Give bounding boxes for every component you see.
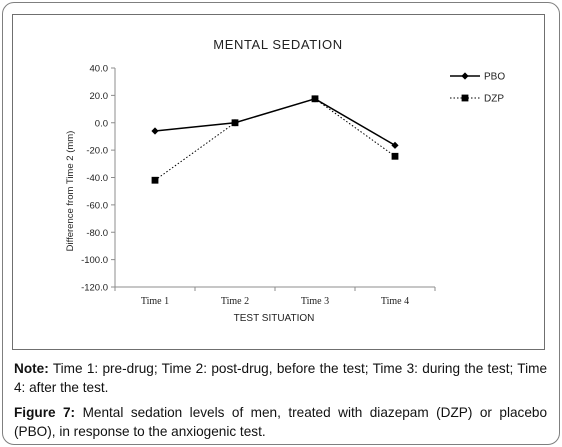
data-point-dzp: [391, 152, 399, 160]
y-tick-label: -120.0: [81, 283, 108, 294]
caption-text: Mental sedation levels of men, treated w…: [14, 405, 548, 439]
y-tick-label: -40.0: [86, 173, 108, 184]
data-point-pbo: [151, 127, 159, 135]
legend-marker-pbo: [461, 72, 469, 80]
data-point-pbo: [231, 119, 239, 127]
data-point-pbo: [311, 95, 319, 103]
series-line-pbo: [154, 97, 396, 146]
y-tick-label: -80.0: [86, 228, 108, 239]
y-tick-label: 0.0: [95, 118, 108, 129]
y-tick-label: -100.0: [81, 255, 108, 266]
note-label: Note:: [14, 361, 49, 376]
y-axis-label: Difference from Time 2 (mm): [65, 131, 76, 252]
legend-label-pbo: PBO: [484, 72, 505, 83]
chart-title: MENTAL SEDATION: [213, 37, 342, 52]
caption-label: Figure 7:: [14, 405, 76, 420]
legend-label-dzp: DZP: [484, 94, 504, 105]
note-text: Time 1: pre-drug; Time 2: post-drug, bef…: [14, 361, 548, 395]
x-tick-label: Time 1: [141, 296, 169, 307]
y-tick-label: -60.0: [86, 200, 108, 211]
data-point-dzp: [151, 176, 159, 184]
note-paragraph: Note: Time 1: pre-drug; Time 2: post-dru…: [14, 359, 547, 397]
y-tick-label: 40.0: [90, 64, 109, 75]
x-tick-label: Time 4: [381, 296, 409, 307]
y-tick-label: 20.0: [90, 91, 109, 102]
y-tick-label: -20.0: [86, 146, 108, 157]
data-point-pbo: [391, 141, 399, 149]
line-chart: MENTAL SEDATION TEST SITUATION Differenc…: [65, 37, 505, 324]
chart-area: MENTAL SEDATION TEST SITUATION Differenc…: [12, 14, 545, 350]
x-axis-label: TEST SITUATION: [234, 313, 315, 324]
x-tick-label: Time 3: [301, 296, 329, 307]
x-tick-label: Time 2: [221, 296, 249, 307]
legend-marker-dzp: [461, 94, 469, 102]
figure-caption: Figure 7: Mental sedation levels of men,…: [14, 403, 547, 441]
